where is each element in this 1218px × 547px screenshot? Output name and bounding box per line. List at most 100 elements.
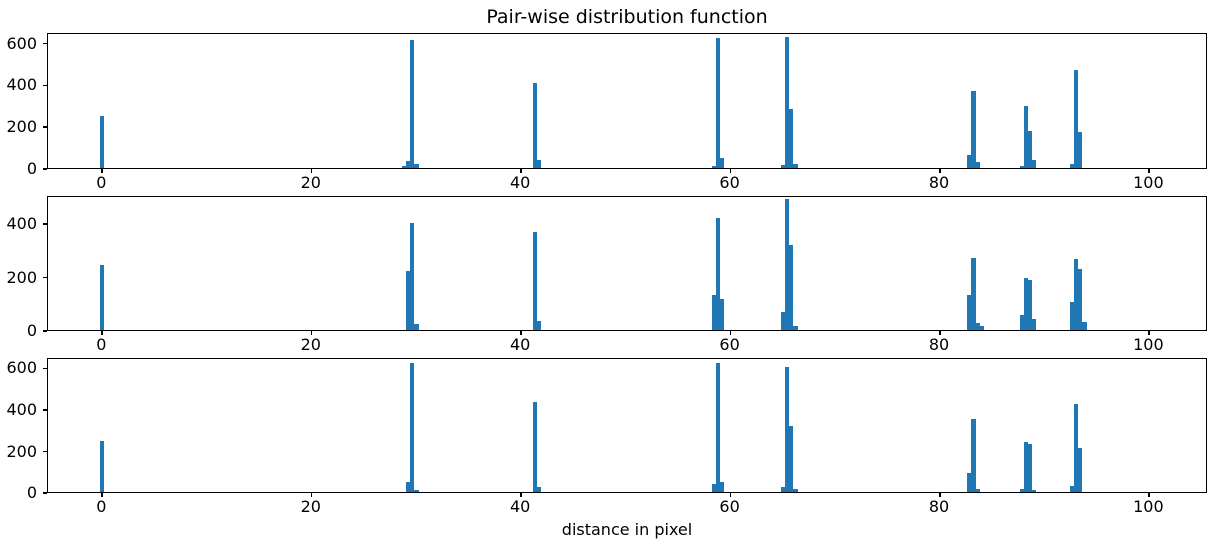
x-tick-label: 20 — [300, 497, 321, 516]
histogram-bar — [536, 321, 542, 330]
x-tick-label: 80 — [928, 335, 950, 354]
histogram-bar — [410, 223, 415, 330]
histogram-bar — [715, 362, 721, 492]
histogram-bar — [100, 440, 105, 492]
histogram-bar — [1019, 165, 1024, 168]
x-tick-label: 60 — [719, 335, 740, 354]
histogram-bar — [406, 160, 411, 168]
histogram-bar — [793, 163, 798, 168]
histogram-bar — [1023, 441, 1028, 492]
histogram-bar — [711, 295, 716, 330]
histogram-bar — [967, 295, 972, 330]
histogram-bar — [711, 483, 716, 492]
y-tick-label: 200 — [6, 117, 37, 137]
x-tick-mark — [520, 169, 522, 173]
x-tick-mark — [729, 331, 732, 335]
histogram-bar — [1074, 403, 1079, 492]
histogram-bar — [1069, 164, 1074, 168]
histogram-bar — [536, 486, 542, 492]
y-tick-label: 200 — [6, 441, 37, 461]
y-tick-mark — [43, 223, 47, 225]
histogram-bar — [789, 109, 794, 168]
plot-area-middle — [47, 196, 1207, 331]
histogram-bar — [414, 163, 419, 168]
y-tick-label: 400 — [6, 75, 37, 95]
histogram-bar — [100, 116, 105, 168]
y-tick-mark — [43, 84, 47, 87]
histogram-bar — [780, 312, 786, 330]
histogram-bar — [1074, 70, 1079, 168]
histogram-bar — [532, 401, 537, 492]
histogram-bar — [785, 367, 790, 492]
x-tick-mark — [1148, 169, 1150, 173]
histogram-bar — [532, 83, 537, 168]
histogram-bar — [789, 244, 794, 330]
histogram-bar — [975, 323, 980, 330]
y-tick-label: 0 — [26, 321, 37, 340]
x-tick-mark — [729, 169, 732, 173]
histogram-bar — [715, 38, 721, 168]
y-tick-mark — [43, 330, 47, 332]
x-tick-mark — [939, 331, 941, 335]
x-tick-mark — [1148, 331, 1150, 335]
histogram-bar — [971, 257, 976, 330]
histogram-bar — [1078, 269, 1083, 330]
x-tick-label: 80 — [928, 173, 950, 192]
x-tick-label: 100 — [1133, 497, 1164, 516]
y-tick-label: 400 — [6, 214, 37, 234]
x-tick-label: 60 — [719, 173, 740, 192]
histogram-bar — [720, 298, 725, 330]
histogram-bar — [100, 264, 105, 330]
y-tick-mark — [43, 450, 47, 453]
y-tick-mark — [43, 492, 47, 494]
histogram-bar — [1023, 277, 1028, 330]
x-tick-label: 0 — [96, 173, 107, 192]
histogram-bar — [715, 217, 721, 330]
y-tick-mark — [43, 168, 47, 170]
histogram-bar — [720, 158, 725, 168]
histogram-bar — [1032, 160, 1037, 168]
x-tick-label: 100 — [1133, 335, 1164, 354]
plot-area-bottom — [47, 358, 1207, 493]
x-tick-label: 0 — [96, 335, 107, 354]
x-tick-mark — [939, 169, 941, 173]
y-tick-mark — [43, 42, 47, 45]
histogram-bar — [1032, 319, 1037, 330]
histogram-bar — [720, 481, 725, 492]
x-tick-mark — [310, 493, 313, 497]
y-tick-label: 0 — [26, 483, 37, 502]
histogram-bar — [975, 488, 980, 492]
x-tick-mark — [1148, 493, 1150, 497]
histogram-bar — [410, 40, 415, 168]
x-tick-mark — [310, 331, 313, 335]
y-tick-label: 200 — [6, 267, 37, 287]
histogram-bar — [979, 326, 984, 330]
histogram-bar — [1019, 315, 1024, 330]
histogram-bar — [1069, 301, 1074, 330]
x-tick-mark — [101, 331, 103, 335]
histogram-bar — [406, 270, 411, 330]
y-tick-label: 400 — [6, 399, 37, 419]
histogram-bar — [780, 164, 786, 168]
x-tick-label: 20 — [300, 335, 321, 354]
x-tick-mark — [101, 493, 103, 497]
x-tick-label: 40 — [510, 173, 531, 192]
x-tick-mark — [520, 493, 522, 497]
histogram-bar — [1019, 489, 1024, 492]
x-tick-mark — [729, 493, 732, 497]
histogram-bar — [1074, 259, 1079, 330]
histogram-bar — [532, 232, 537, 330]
histogram-bar — [975, 162, 980, 168]
histogram-bar — [789, 425, 794, 492]
histogram-bar — [793, 488, 798, 492]
histogram-bar — [785, 37, 790, 168]
histogram-bar — [967, 154, 972, 168]
x-tick-label: 80 — [928, 497, 950, 516]
histogram-bar — [971, 90, 976, 168]
histogram-bar — [1027, 279, 1033, 330]
x-tick-label: 40 — [510, 497, 531, 516]
y-tick-label: 0 — [26, 159, 37, 178]
histogram-bar — [406, 481, 411, 492]
histogram-bar — [414, 324, 419, 330]
histogram-bar — [1032, 490, 1037, 492]
